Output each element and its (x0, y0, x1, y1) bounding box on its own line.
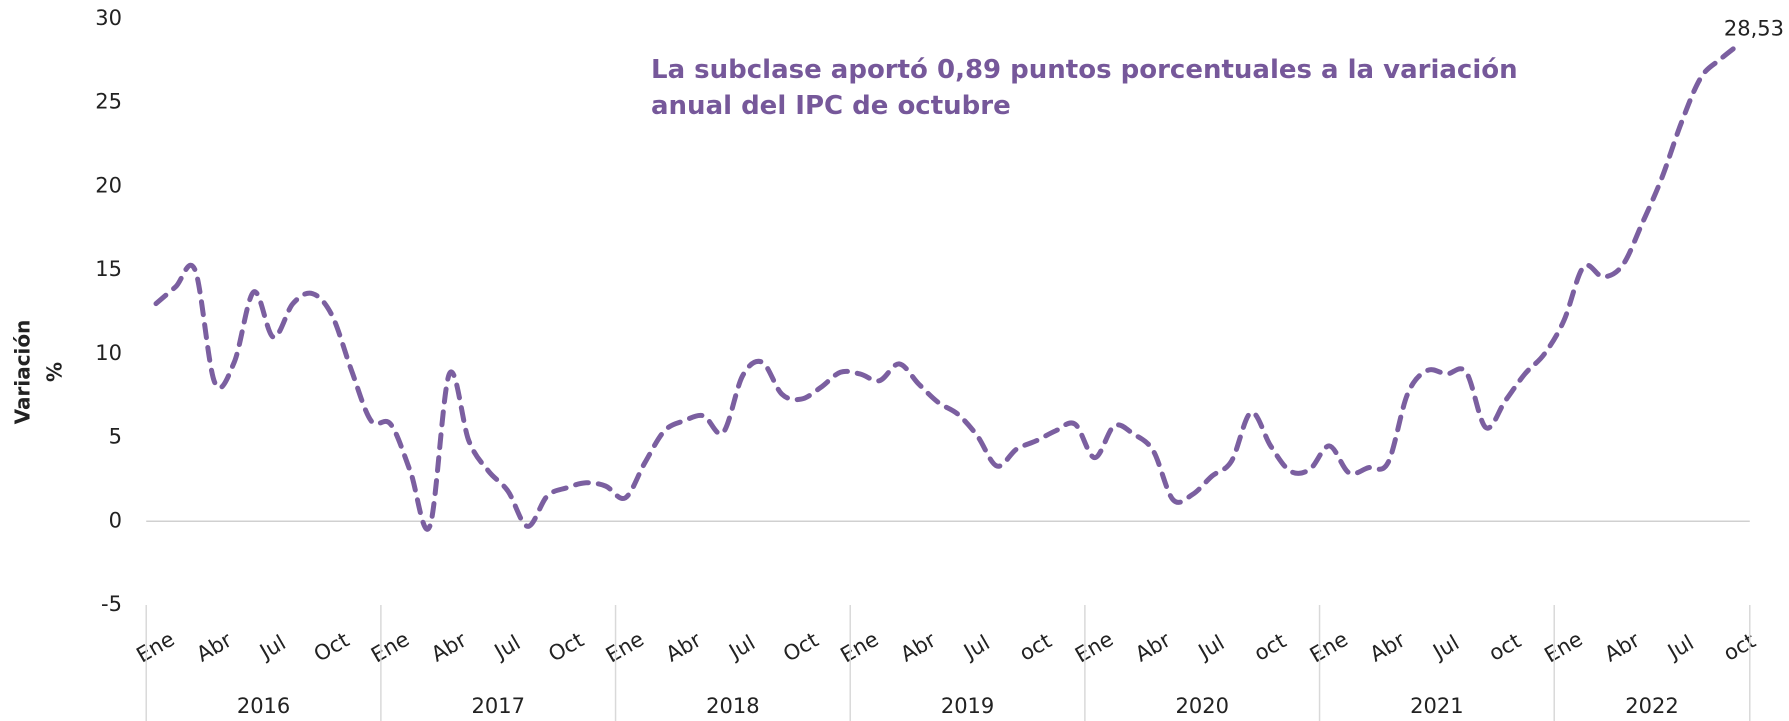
y-tick-label: -5 (101, 592, 122, 616)
x-tick-label: Jul (254, 630, 290, 664)
y-axis-title-line: % (43, 362, 67, 382)
x-tick-label: Abr (192, 627, 236, 666)
x-tick-label: Oct (544, 628, 587, 667)
x-tick-label: oct (1250, 629, 1290, 666)
y-tick-label: 15 (95, 257, 122, 281)
y-tick-label: 5 (109, 425, 122, 449)
x-tick-label: Jul (489, 630, 525, 664)
y-tick-label: 30 (95, 6, 122, 30)
x-tick-label: Abr (662, 627, 706, 666)
x-tick-label: Ene (132, 627, 178, 668)
x-tick-label: Ene (602, 627, 648, 668)
year-label: 2021 (1410, 694, 1463, 718)
y-tick-label: 25 (95, 90, 122, 114)
x-tick-label: Ene (836, 627, 882, 668)
year-label: 2017 (471, 694, 524, 718)
x-tick-label: Ene (1540, 627, 1586, 668)
data-label: 28,53 (1724, 17, 1784, 41)
year-label: 2016 (237, 694, 290, 718)
year-label: 2022 (1625, 694, 1678, 718)
data-line (153, 41, 1743, 532)
x-tick-label: Oct (779, 628, 822, 667)
y-tick-label: 0 (109, 508, 122, 532)
x-tick-label: Oct (310, 628, 353, 667)
x-tick-label: Abr (427, 627, 471, 666)
annotation-line: anual del IPC de octubre (651, 91, 1011, 121)
x-tick-label: oct (1719, 629, 1759, 666)
year-label: 2020 (1175, 694, 1228, 718)
x-tick-label: Jul (958, 630, 994, 664)
y-tick-label: 20 (95, 173, 122, 197)
x-tick-label: Ene (1306, 627, 1352, 668)
x-tick-label: oct (1485, 629, 1525, 666)
x-tick-label: Abr (1131, 627, 1175, 666)
x-tick-label: Ene (1071, 627, 1117, 668)
x-tick-label: Abr (1600, 627, 1644, 666)
x-tick-label: Abr (896, 627, 940, 666)
x-tick-label: oct (1015, 629, 1055, 666)
x-tick-label: Jul (1427, 630, 1463, 664)
year-label: 2019 (941, 694, 994, 718)
year-label: 2018 (706, 694, 759, 718)
x-tick-label: Ene (367, 627, 413, 668)
annotation-line: La subclase aportó 0,89 puntos porcentua… (651, 55, 1518, 85)
y-axis-title-line: Variación (11, 320, 35, 425)
x-tick-label: Jul (1193, 630, 1229, 664)
x-tick-label: Jul (1662, 630, 1698, 664)
y-axis-title: Variación % (11, 320, 67, 425)
x-tick-label: Abr (1366, 627, 1410, 666)
y-tick-label: 10 (95, 341, 122, 365)
x-tick-label: Jul (723, 630, 759, 664)
